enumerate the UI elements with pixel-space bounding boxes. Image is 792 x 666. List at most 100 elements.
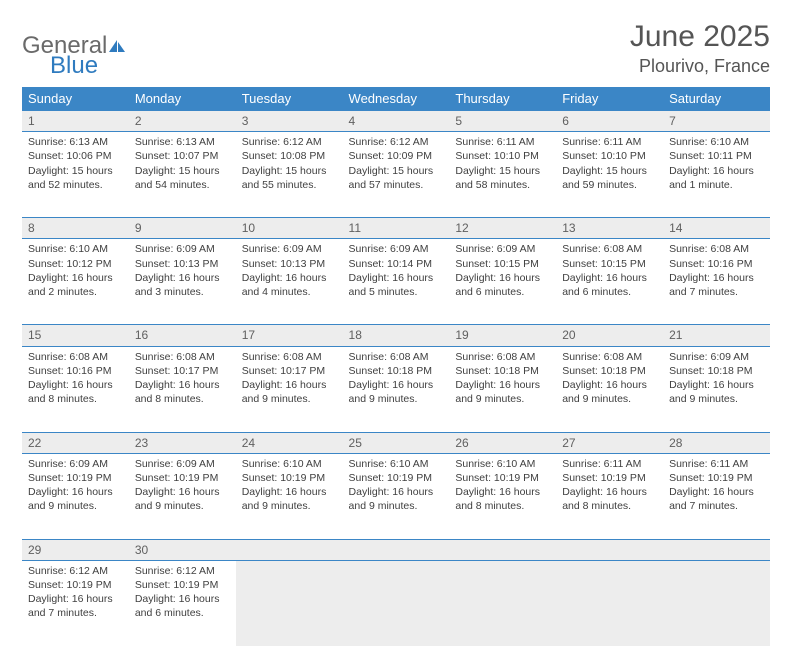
daylight-line: Daylight: 16 hours and 4 minutes. [242,271,337,299]
sunset-line: Sunset: 10:18 PM [455,364,550,378]
sunrise-line: Sunrise: 6:10 AM [669,135,764,149]
sunrise-line: Sunrise: 6:13 AM [28,135,123,149]
sunrise-line: Sunrise: 6:11 AM [562,457,657,471]
day-cell: Sunrise: 6:09 AMSunset: 10:13 PMDaylight… [236,239,343,325]
sunset-line: Sunset: 10:16 PM [669,257,764,271]
sunrise-line: Sunrise: 6:12 AM [135,564,230,578]
week-row: Sunrise: 6:08 AMSunset: 10:16 PMDaylight… [22,346,770,432]
day-number-row: 2930 [22,539,770,560]
daylight-line: Daylight: 15 hours and 54 minutes. [135,164,230,192]
sunset-line: Sunset: 10:08 PM [242,149,337,163]
day-cell: Sunrise: 6:13 AMSunset: 10:07 PMDaylight… [129,132,236,218]
daylight-line: Daylight: 15 hours and 55 minutes. [242,164,337,192]
day-cell: Sunrise: 6:09 AMSunset: 10:19 PMDaylight… [129,453,236,539]
sunrise-line: Sunrise: 6:10 AM [242,457,337,471]
sunset-line: Sunset: 10:19 PM [242,471,337,485]
day-cell [343,560,450,646]
sunrise-line: Sunrise: 6:09 AM [135,242,230,256]
sunrise-line: Sunrise: 6:10 AM [349,457,444,471]
weekday-header: Thursday [449,87,556,111]
weekday-header-row: Sunday Monday Tuesday Wednesday Thursday… [22,87,770,111]
day-number-cell: 18 [343,325,450,346]
sunset-line: Sunset: 10:15 PM [562,257,657,271]
daylight-line: Daylight: 16 hours and 6 minutes. [562,271,657,299]
daylight-line: Daylight: 16 hours and 9 minutes. [28,485,123,513]
day-number-cell [663,539,770,560]
month-title: June 2025 [630,20,770,54]
sunset-line: Sunset: 10:12 PM [28,257,123,271]
sunrise-line: Sunrise: 6:09 AM [349,242,444,256]
day-cell: Sunrise: 6:11 AMSunset: 10:10 PMDaylight… [449,132,556,218]
daylight-line: Daylight: 16 hours and 8 minutes. [455,485,550,513]
day-cell: Sunrise: 6:09 AMSunset: 10:18 PMDaylight… [663,346,770,432]
sunrise-line: Sunrise: 6:09 AM [669,350,764,364]
day-number-cell [556,539,663,560]
day-cell: Sunrise: 6:10 AMSunset: 10:19 PMDaylight… [449,453,556,539]
sunset-line: Sunset: 10:19 PM [135,471,230,485]
sunset-line: Sunset: 10:19 PM [562,471,657,485]
weekday-header: Tuesday [236,87,343,111]
day-cell: Sunrise: 6:08 AMSunset: 10:17 PMDaylight… [129,346,236,432]
day-number-cell: 3 [236,111,343,132]
day-number-cell: 9 [129,218,236,239]
logo-stack: General Blue [22,26,126,80]
day-cell: Sunrise: 6:08 AMSunset: 10:18 PMDaylight… [343,346,450,432]
day-number-cell: 13 [556,218,663,239]
sunrise-line: Sunrise: 6:13 AM [135,135,230,149]
sunrise-line: Sunrise: 6:09 AM [242,242,337,256]
day-number-cell: 22 [22,432,129,453]
day-cell: Sunrise: 6:08 AMSunset: 10:16 PMDaylight… [22,346,129,432]
week-row: Sunrise: 6:13 AMSunset: 10:06 PMDaylight… [22,132,770,218]
day-cell: Sunrise: 6:08 AMSunset: 10:15 PMDaylight… [556,239,663,325]
day-number-cell: 4 [343,111,450,132]
day-cell: Sunrise: 6:08 AMSunset: 10:16 PMDaylight… [663,239,770,325]
daylight-line: Daylight: 16 hours and 8 minutes. [135,378,230,406]
sunrise-line: Sunrise: 6:08 AM [562,350,657,364]
day-cell: Sunrise: 6:10 AMSunset: 10:12 PMDaylight… [22,239,129,325]
day-number-cell: 26 [449,432,556,453]
day-number-row: 22232425262728 [22,432,770,453]
sunset-line: Sunset: 10:07 PM [135,149,230,163]
sunset-line: Sunset: 10:11 PM [669,149,764,163]
day-number-cell: 19 [449,325,556,346]
sunset-line: Sunset: 10:19 PM [669,471,764,485]
sunrise-line: Sunrise: 6:08 AM [28,350,123,364]
title-block: June 2025 Plourivo, France [630,20,770,77]
day-cell: Sunrise: 6:12 AMSunset: 10:19 PMDaylight… [129,560,236,646]
day-cell: Sunrise: 6:11 AMSunset: 10:10 PMDaylight… [556,132,663,218]
day-number-cell: 28 [663,432,770,453]
daylight-line: Daylight: 16 hours and 2 minutes. [28,271,123,299]
day-number-cell: 5 [449,111,556,132]
day-cell [663,560,770,646]
day-cell: Sunrise: 6:12 AMSunset: 10:09 PMDaylight… [343,132,450,218]
week-row: Sunrise: 6:10 AMSunset: 10:12 PMDaylight… [22,239,770,325]
sunrise-line: Sunrise: 6:09 AM [455,242,550,256]
day-number-cell: 17 [236,325,343,346]
daylight-line: Daylight: 16 hours and 8 minutes. [562,485,657,513]
day-cell: Sunrise: 6:09 AMSunset: 10:19 PMDaylight… [22,453,129,539]
daylight-line: Daylight: 16 hours and 9 minutes. [242,378,337,406]
day-number-cell: 15 [22,325,129,346]
daylight-line: Daylight: 16 hours and 9 minutes. [455,378,550,406]
daylight-line: Daylight: 16 hours and 7 minutes. [669,271,764,299]
day-number-cell: 7 [663,111,770,132]
logo-sail-icon2 [108,39,126,53]
day-cell [449,560,556,646]
day-cell: Sunrise: 6:08 AMSunset: 10:18 PMDaylight… [449,346,556,432]
calendar-table: Sunday Monday Tuesday Wednesday Thursday… [22,87,770,646]
sunset-line: Sunset: 10:19 PM [28,578,123,592]
day-number-cell: 23 [129,432,236,453]
day-number-cell: 27 [556,432,663,453]
sunset-line: Sunset: 10:10 PM [455,149,550,163]
sunset-line: Sunset: 10:17 PM [242,364,337,378]
day-number-cell: 10 [236,218,343,239]
day-number-cell: 11 [343,218,450,239]
weekday-header: Friday [556,87,663,111]
day-number-cell: 24 [236,432,343,453]
day-cell: Sunrise: 6:13 AMSunset: 10:06 PMDaylight… [22,132,129,218]
sunset-line: Sunset: 10:09 PM [349,149,444,163]
day-number-cell: 25 [343,432,450,453]
weekday-header: Sunday [22,87,129,111]
day-cell: Sunrise: 6:08 AMSunset: 10:17 PMDaylight… [236,346,343,432]
daylight-line: Daylight: 16 hours and 6 minutes. [135,592,230,620]
